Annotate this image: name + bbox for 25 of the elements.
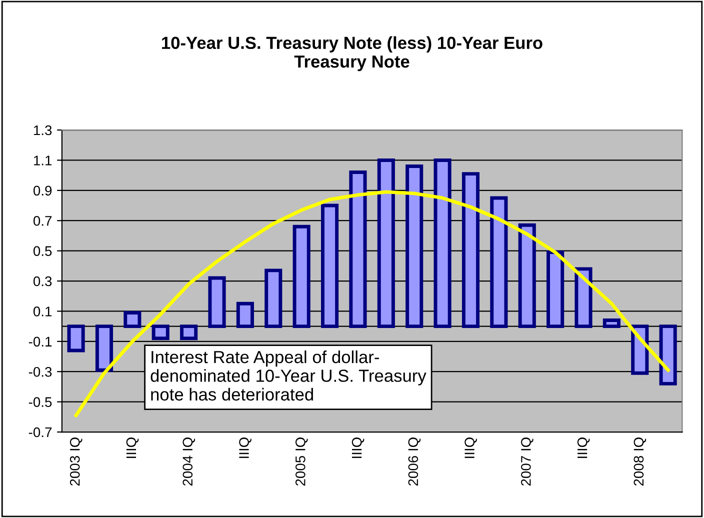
x-tick-label: 2007 IQ [521, 438, 534, 486]
x-tick-label: 2004 IQ [182, 438, 196, 486]
y-tick-label: 0.1 [33, 306, 52, 316]
x-tick-label: 2008 IQ [634, 438, 646, 486]
annotation: Interest Rate Appeal of dollar- denominated 10-Year U.S. Treasury note has deteriorated [150, 350, 426, 401]
chart-title: 10-Year U.S. Treasury Note (less) 10-Year Euro Treasury Note [162, 36, 542, 72]
y-tick-label: -0.3 [28, 366, 52, 377]
x-tick-label: IIIQ [352, 438, 364, 458]
y-tick-label: -0.5 [28, 397, 52, 407]
x-tick-label: IIIQ [239, 438, 252, 458]
x-tick-label: IIIQ [577, 438, 590, 458]
y-tick-label: -0.1 [28, 336, 52, 347]
x-tick-label: 2003 IQ [70, 438, 82, 486]
y-tick-label: 1.3 [34, 125, 52, 136]
y-tick-label: 0.5 [33, 246, 52, 256]
x-tick-label: 2006 IQ [408, 438, 421, 486]
x-tick-label: 2005 IQ [295, 438, 308, 486]
y-tick-label: 0.3 [33, 276, 52, 286]
x-tick-label: IIIQ [464, 438, 477, 458]
y-tick-label: 0.9 [33, 186, 52, 196]
y-tick-label: 0.7 [33, 216, 52, 226]
y-tick-label: 1.1 [34, 156, 52, 166]
x-tick-label: IIIQ [126, 438, 139, 458]
line-series [74, 190, 670, 418]
y-tick-label: -0.7 [28, 427, 52, 438]
